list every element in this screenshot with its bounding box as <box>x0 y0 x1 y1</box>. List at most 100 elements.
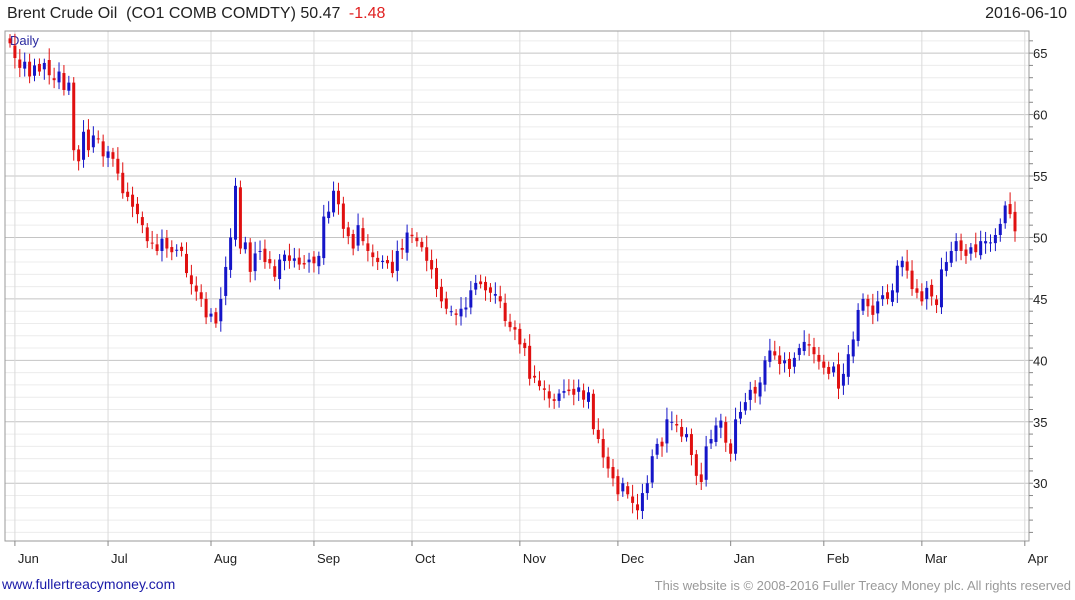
candle-body <box>729 443 733 454</box>
candle <box>77 145 81 171</box>
candle-body <box>96 138 100 140</box>
candle <box>636 493 640 520</box>
x-tick-label: Nov <box>523 551 547 566</box>
candle <box>685 427 689 442</box>
y-tick-label: 60 <box>1033 108 1047 123</box>
y-tick-label: 50 <box>1033 230 1047 245</box>
candle-body <box>611 467 615 479</box>
candle <box>111 147 115 167</box>
candle-body <box>601 439 605 458</box>
candle <box>96 130 100 144</box>
candle-body <box>214 312 218 324</box>
y-tick-label: 65 <box>1033 46 1047 61</box>
candle <box>729 439 733 462</box>
candle <box>175 244 179 257</box>
candle <box>513 320 517 341</box>
candle <box>876 290 880 322</box>
candle <box>297 248 301 271</box>
candle-body <box>577 387 581 392</box>
candle-body <box>366 243 370 251</box>
candle-body <box>332 190 336 213</box>
candle-body <box>72 82 76 151</box>
candle-body <box>273 266 277 277</box>
candle <box>533 365 537 384</box>
candle <box>263 239 267 269</box>
candle <box>454 309 458 326</box>
candle <box>773 340 777 360</box>
candle <box>37 58 41 76</box>
candle-body <box>655 443 659 455</box>
candle-body <box>224 266 228 296</box>
candle <box>827 361 831 380</box>
candle <box>67 75 71 96</box>
candle <box>204 292 208 325</box>
candle <box>341 196 345 239</box>
candle <box>694 449 698 486</box>
candle <box>582 383 586 408</box>
candle <box>1013 201 1017 242</box>
candle <box>371 244 375 267</box>
candle-body <box>640 493 644 512</box>
candle <box>47 48 51 85</box>
candle-body <box>1013 211 1017 232</box>
candle-body <box>523 342 527 349</box>
candle <box>336 182 340 215</box>
candle <box>366 234 370 262</box>
candle <box>714 417 718 447</box>
candle <box>724 416 728 452</box>
candle <box>121 162 125 199</box>
candle-body <box>783 360 787 364</box>
candle <box>302 255 306 269</box>
candle <box>586 386 590 409</box>
candle <box>846 344 850 385</box>
candle-body <box>689 434 693 455</box>
candle <box>503 293 507 327</box>
candle-body <box>827 366 831 374</box>
candle-body <box>915 288 919 293</box>
candle <box>537 371 541 391</box>
candle <box>910 260 914 296</box>
candle-body <box>841 373 845 386</box>
candle-body <box>959 240 963 251</box>
candle-body <box>797 348 801 355</box>
candle <box>621 477 625 497</box>
candle-body <box>189 275 193 285</box>
candle <box>52 67 56 89</box>
candle <box>959 233 963 261</box>
candle-body <box>209 313 213 317</box>
instrument-symbol: (CO1 COMB COMDTY) <box>126 5 296 22</box>
candle-body <box>768 350 772 362</box>
candle <box>920 283 924 306</box>
candle-body <box>170 247 174 253</box>
candle <box>248 238 252 283</box>
candle-body <box>116 158 120 174</box>
candle-body <box>341 203 345 229</box>
candle <box>680 418 684 443</box>
candle <box>837 352 841 400</box>
x-tick-label: Jun <box>18 551 39 566</box>
candle-body <box>743 402 747 411</box>
candle <box>116 147 120 181</box>
price-change: -1.48 <box>348 5 386 22</box>
candle-body <box>631 496 635 503</box>
candle-body <box>861 298 865 311</box>
candle-body <box>557 393 561 401</box>
candle-body <box>371 252 375 258</box>
candle <box>135 197 139 224</box>
candle-body <box>234 185 238 240</box>
candle <box>219 287 223 332</box>
candle-body <box>567 389 571 392</box>
x-tick-label: Dec <box>621 551 645 566</box>
candle-body <box>160 238 164 251</box>
candle <box>420 237 424 252</box>
candle-body <box>533 375 537 378</box>
candle <box>86 119 90 157</box>
candle <box>905 249 909 279</box>
candle <box>528 334 532 386</box>
candle-body <box>126 191 130 197</box>
candle <box>82 120 86 168</box>
candle-body <box>101 141 105 157</box>
candle-body <box>297 257 301 265</box>
candle-body <box>665 419 669 444</box>
website-link[interactable]: www.fullertreacymoney.com <box>2 576 176 592</box>
